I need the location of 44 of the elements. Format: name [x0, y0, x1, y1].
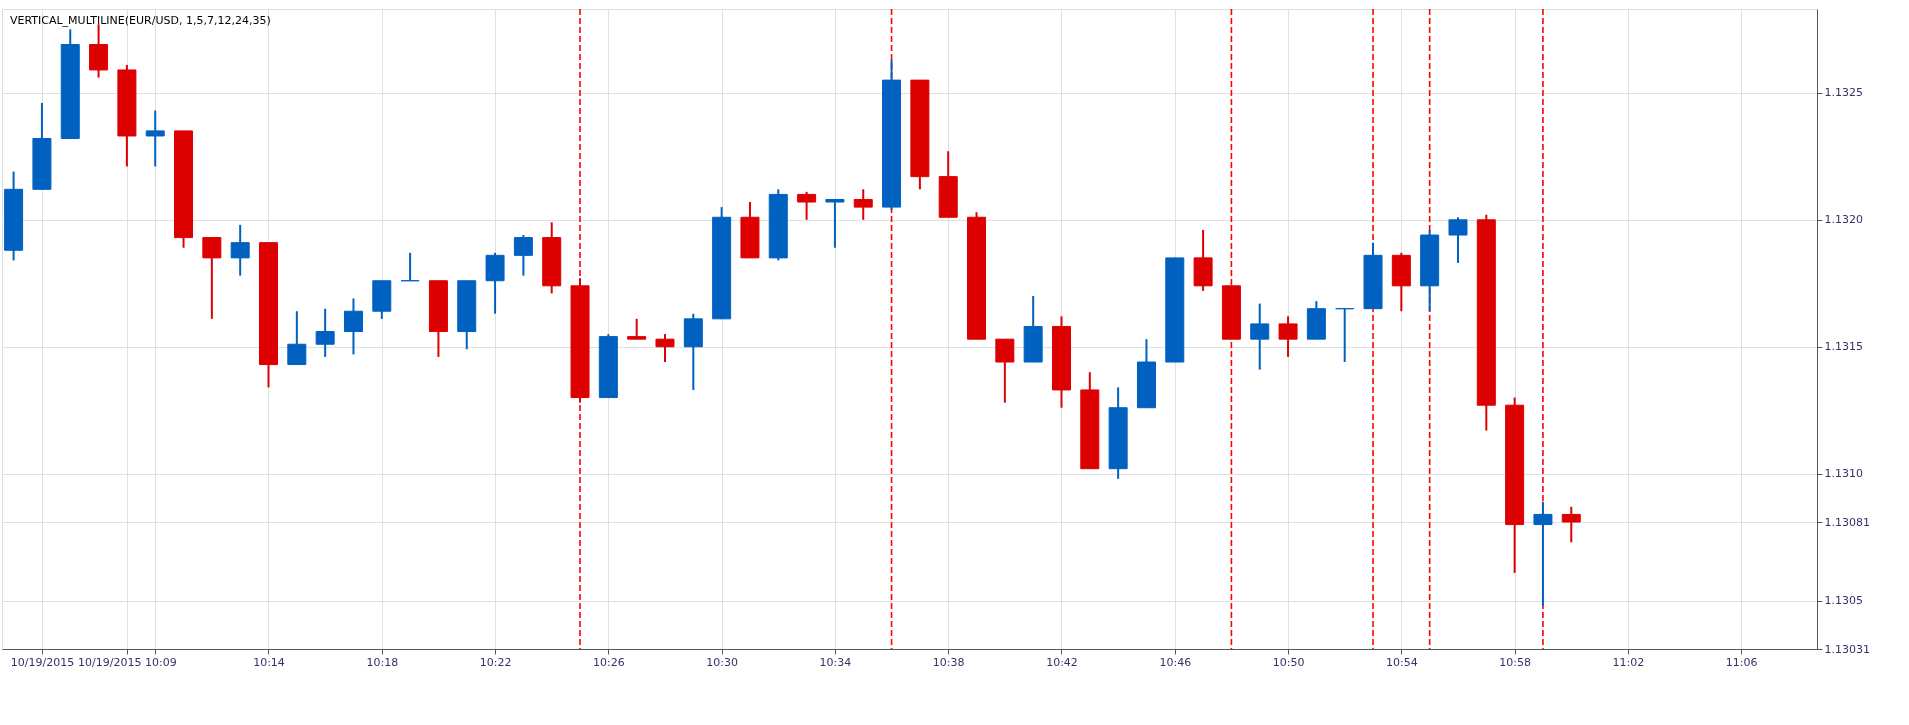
x-tick-label: 10:58	[1499, 655, 1531, 669]
y-tick-label: 1.1315	[1824, 340, 1863, 354]
y-tick-label: 1.13031	[1824, 642, 1870, 656]
candlestick	[1561, 505, 1581, 544]
y-tick-label: 1.1320	[1824, 213, 1863, 227]
y-tick-label: 1.13081	[1824, 515, 1870, 529]
x-tick-label: 10:22	[479, 655, 512, 669]
candlestick	[343, 297, 363, 356]
x-tick-label: 10:30	[706, 655, 738, 669]
x-tick-label: 10:54	[1385, 655, 1418, 669]
candlestick	[853, 188, 873, 221]
candlestick	[655, 333, 675, 364]
y-tick-label: 1.1305	[1824, 594, 1863, 608]
x-tick-label: 10:50	[1272, 655, 1305, 669]
x-tick-label: 10:34	[819, 655, 852, 669]
x-tick-label: 10:46	[1159, 655, 1192, 669]
candlestick	[1335, 307, 1355, 364]
candlestick	[1533, 500, 1553, 607]
x-tick-label: 10:38	[932, 655, 965, 669]
x-tick-label: 11:02	[1612, 655, 1645, 669]
x-tick-label: 10/19/2015 10:09	[78, 655, 177, 669]
candlestick	[400, 251, 420, 282]
candlestick	[315, 307, 335, 358]
candlestick	[1278, 315, 1298, 358]
x-tick-label: 10:42	[1046, 655, 1078, 669]
y-tick-label: 1.1325	[1824, 86, 1863, 100]
candlestick	[825, 198, 845, 249]
candlestick	[145, 109, 165, 168]
candlestick	[797, 190, 817, 221]
x-tick-label: 10:26	[593, 655, 625, 669]
candlestick	[513, 234, 533, 277]
candlestick	[1448, 216, 1468, 264]
x-tick-label: 11:06	[1725, 655, 1758, 669]
chart-title: VERTICAL_MULTILINE(EUR/USD, 1,5,7,12,24,35)	[10, 14, 271, 27]
candlestick	[287, 310, 307, 366]
candlestick	[627, 317, 647, 341]
candlestick	[1250, 302, 1270, 371]
x-tick-label: 10/19/2015	[10, 655, 75, 669]
x-tick-label: 10:14	[253, 655, 285, 669]
y-tick-label: 1.1310	[1824, 467, 1863, 481]
candlestick	[995, 338, 1015, 404]
candlestick	[202, 236, 222, 320]
x-tick-label: 10:18	[366, 655, 399, 669]
candlestick	[230, 223, 250, 277]
